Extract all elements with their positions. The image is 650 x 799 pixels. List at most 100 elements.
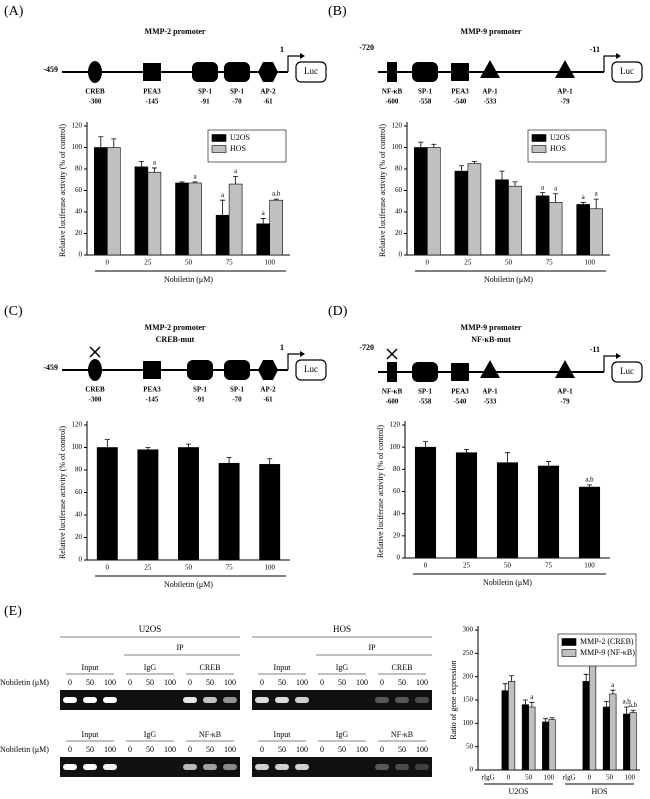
error-bar [630, 709, 636, 713]
y-tick-label: 60 [393, 487, 401, 495]
y-tick-label: 80 [395, 165, 403, 173]
tss-arrow [603, 55, 616, 72]
dose-label: 0 [320, 678, 324, 687]
error-bar [458, 165, 464, 172]
bar [537, 465, 560, 559]
y-tick-label: 60 [75, 488, 83, 496]
y-tick-label: 120 [392, 122, 403, 130]
bar [259, 464, 281, 561]
error-bar [471, 161, 477, 164]
y-tick-label: 0 [470, 766, 474, 774]
group-label: U2OS [508, 787, 528, 796]
promoter-subtitle: NF-κB-mut [471, 335, 511, 344]
dose-label: 0 [188, 678, 192, 687]
bar [137, 449, 159, 561]
y-tick-label: 60 [395, 186, 403, 194]
gel [60, 757, 240, 777]
element-position: -540 [454, 398, 467, 406]
gel-band [223, 697, 237, 703]
gel-band [103, 764, 117, 770]
bar [629, 712, 637, 771]
bar [96, 447, 118, 561]
dose-label: 50 [398, 745, 406, 754]
dose-label: 100 [356, 745, 368, 754]
element-shape [192, 62, 218, 82]
x-axis-label: Nobiletin (μM) [164, 275, 213, 284]
gel-band [375, 764, 389, 770]
error-bar [273, 198, 279, 201]
reporter-box [611, 361, 643, 383]
lane-group: NF-κB [199, 730, 221, 739]
x-tick-label: 25 [463, 562, 471, 570]
promoter-start: -459 [43, 363, 58, 372]
legend-swatch [211, 145, 227, 153]
error-bar [522, 699, 528, 705]
dose-label: 0 [68, 678, 72, 687]
dose-label: 100 [104, 745, 116, 754]
significance-label: a [221, 191, 225, 199]
error-bar [553, 193, 559, 203]
element-shape [480, 60, 500, 78]
dose-label: 0 [128, 678, 132, 687]
element-position: -300 [89, 396, 102, 404]
significance-label: a [582, 193, 586, 201]
significance-label: a [153, 159, 157, 167]
lane-group: IgG [336, 663, 349, 672]
x-tick-label: 25 [464, 259, 472, 267]
error-bar [418, 141, 424, 148]
element-position: -600 [386, 98, 399, 106]
lane-group: Input [274, 730, 292, 739]
bar [508, 185, 522, 256]
element-shape [480, 360, 500, 378]
x-tick-label: 100 [264, 564, 275, 572]
error-bar [502, 683, 508, 691]
element-position: -558 [419, 98, 432, 106]
x-tick-label: 100 [544, 774, 555, 782]
x-tick-label: 75 [546, 259, 554, 267]
x-tick-label: 0 [507, 774, 511, 782]
gel-band [275, 764, 289, 770]
group-label: HOS [591, 787, 607, 796]
x-tick-label: 100 [584, 259, 595, 267]
bar [218, 462, 240, 561]
bar [602, 706, 610, 771]
x-axis-label: Nobiletin (μM) [484, 275, 533, 284]
dose-label: 50 [398, 678, 406, 687]
x-tick-label: 0 [106, 564, 110, 572]
y-tick-label: 60 [75, 186, 83, 194]
bar [578, 486, 601, 559]
reporter-label: Luc [304, 364, 318, 374]
error-bar [499, 170, 505, 180]
dose-label: 0 [260, 745, 264, 754]
mutation-mark [386, 348, 398, 360]
element-shape [412, 362, 438, 382]
y-tick-label: 40 [75, 208, 83, 216]
y-tick-label: 20 [75, 533, 83, 541]
element-name: SP-1 [418, 88, 433, 96]
error-bar [624, 706, 630, 714]
significance-label: a [611, 681, 615, 689]
promoter-end: 1 [280, 343, 284, 352]
element-shape [143, 361, 161, 379]
lane-group: Input [82, 730, 100, 739]
dose-label: 100 [224, 745, 236, 754]
y-tick-label: 250 [463, 649, 474, 657]
significance-label: a,b [622, 698, 631, 706]
bar [454, 170, 469, 256]
gel-band [295, 697, 309, 703]
element-name: SP-1 [230, 88, 245, 96]
error-bar [603, 701, 609, 707]
element-position: -79 [560, 98, 570, 106]
panel-label: (C) [4, 304, 23, 319]
error-bar [540, 192, 546, 196]
error-bar [549, 717, 555, 720]
gel-band [103, 697, 117, 703]
element-name: SP-1 [230, 386, 245, 394]
dose-label: 0 [320, 745, 324, 754]
gel-band [255, 764, 269, 770]
element-position: -145 [146, 396, 159, 404]
element-shape [387, 362, 397, 382]
lane-group: NF-κB [391, 730, 413, 739]
element-position: -70 [232, 396, 242, 404]
element-shape [258, 62, 278, 82]
